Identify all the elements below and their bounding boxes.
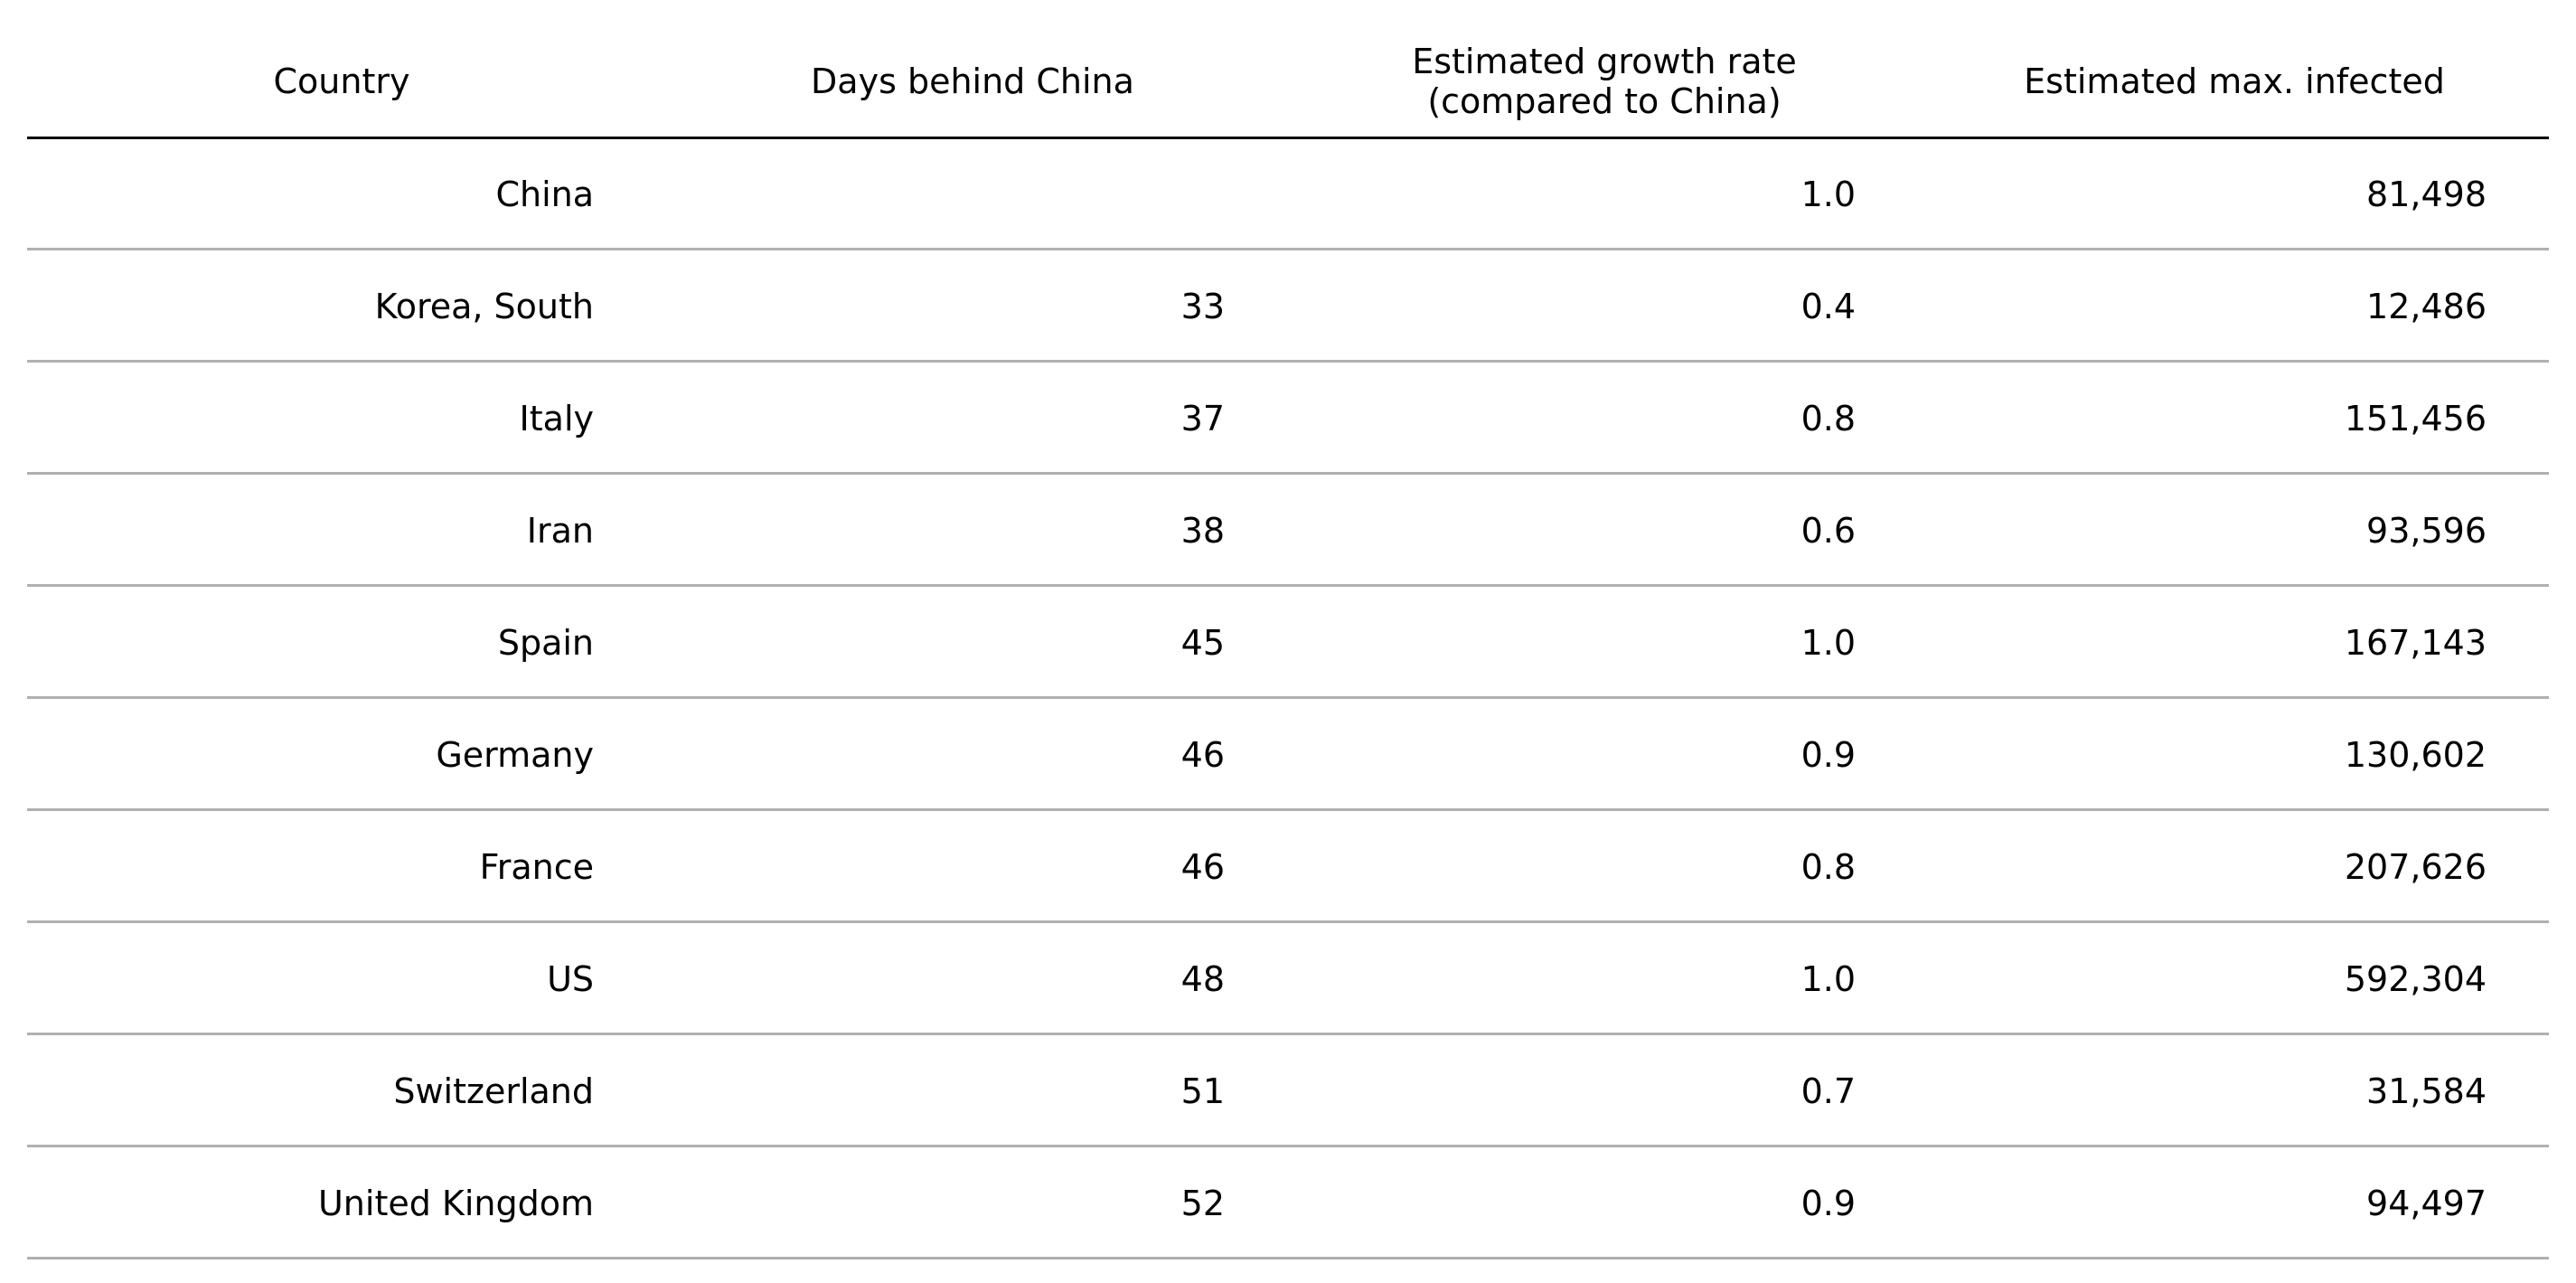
row-separator [27, 696, 2549, 699]
table-cell: 1.0 [1800, 175, 1856, 214]
row-separator [27, 1145, 2549, 1147]
table-cell: 151,456 [2344, 399, 2487, 439]
table-cell: 0.8 [1800, 847, 1856, 887]
column-header: Estimated max. infected [2024, 61, 2445, 101]
table-cell: 31,584 [2366, 1071, 2487, 1111]
table-cell: 0.4 [1800, 287, 1856, 326]
table-cell: United Kingdom [317, 1184, 594, 1223]
table-cell: Italy [519, 399, 594, 439]
table-cell: 207,626 [2344, 847, 2487, 887]
table-cell: 37 [1180, 399, 1225, 439]
table-cell: 46 [1180, 735, 1225, 775]
row-separator [27, 248, 2549, 250]
table-cell: 0.7 [1800, 1071, 1856, 1111]
table-cell: Spain [497, 623, 594, 663]
table-cell: Korea, South [374, 287, 594, 326]
row-separator [27, 472, 2549, 475]
table-cell: 45 [1180, 623, 1225, 663]
table-cell: 94,497 [2366, 1184, 2487, 1223]
table-cell: 52 [1180, 1184, 1225, 1223]
table-cell: 1.0 [1800, 623, 1856, 663]
row-separator [27, 584, 2549, 587]
row-separator [27, 920, 2549, 923]
table-cell: 0.6 [1800, 511, 1856, 551]
table-cell: 46 [1180, 847, 1225, 887]
table-cell: 12,486 [2366, 287, 2487, 326]
table-cell: 0.8 [1800, 399, 1856, 439]
table-cell: 48 [1180, 959, 1225, 999]
table-cell: 130,602 [2344, 735, 2487, 775]
table-cell: 167,143 [2344, 623, 2487, 663]
column-header: Days behind China [811, 61, 1134, 101]
row-separator [27, 360, 2549, 363]
column-header: Estimated growth rate (compared to China… [1412, 42, 1797, 121]
table-cell: 0.9 [1800, 735, 1856, 775]
row-separator [27, 1257, 2549, 1259]
header-rule [27, 137, 2549, 139]
table-cell: 1.0 [1800, 959, 1856, 999]
table-cell: Iran [526, 511, 594, 551]
table-cell: US [547, 959, 594, 999]
table-cell: 81,498 [2366, 175, 2487, 214]
table-cell: Germany [436, 735, 594, 775]
column-header: Country [273, 61, 410, 101]
table-cell: 0.9 [1800, 1184, 1856, 1223]
table-cell: 33 [1180, 287, 1225, 326]
row-separator [27, 808, 2549, 811]
table-cell: 38 [1180, 511, 1225, 551]
table-cell: 51 [1180, 1071, 1225, 1111]
table-cell: Switzerland [393, 1071, 594, 1111]
table-cell: France [479, 847, 594, 887]
table-cell: 93,596 [2366, 511, 2487, 551]
row-separator [27, 1033, 2549, 1035]
table-cell: 592,304 [2344, 959, 2487, 999]
table-cell: China [495, 175, 594, 214]
